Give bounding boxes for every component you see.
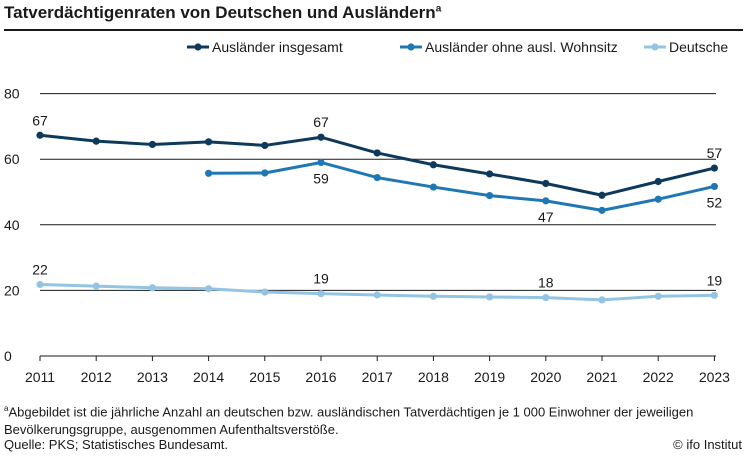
x-tick-label: 2023 [699, 369, 730, 385]
data-point [654, 195, 662, 203]
x-tick-label: 2020 [530, 369, 561, 385]
data-point [710, 182, 719, 191]
data-label: 67 [32, 112, 48, 128]
series-lines [36, 131, 719, 304]
data-point [654, 177, 662, 186]
data-point [598, 296, 606, 304]
data-label: 52 [707, 194, 723, 210]
data-point [205, 169, 213, 177]
legend-marker [651, 43, 659, 51]
data-point [486, 192, 494, 200]
title-footnote-marker: a [435, 3, 442, 15]
data-labels: 67 67 57 59 47 52 22 19 18 19 [32, 112, 722, 290]
footnote-marker: a [4, 404, 9, 413]
x-tick-label: 2017 [362, 369, 393, 385]
data-point [205, 138, 213, 146]
data-point [710, 164, 719, 172]
data-point [373, 173, 381, 182]
data-point [205, 285, 213, 293]
data-point [317, 133, 325, 141]
data-point [598, 206, 606, 214]
y-tick-label: 80 [4, 86, 20, 102]
data-point [373, 291, 381, 299]
data-point [542, 197, 550, 205]
data-point [317, 158, 325, 167]
x-axis-ticks: 2011 2012 2013 2014 2015 2016 2017 2018 2019 2020… [25, 369, 730, 385]
data-point [36, 280, 44, 289]
data-point [261, 288, 269, 296]
footnote: aAbgebildet ist die jährliche Anzahl an … [4, 400, 744, 439]
data-label: 59 [313, 170, 329, 186]
y-axis-ticks: 0 20 40 60 80 [4, 86, 20, 364]
y-tick-label: 60 [4, 151, 20, 167]
data-point [486, 170, 494, 178]
data-point [710, 291, 719, 299]
data-point [598, 191, 606, 199]
data-point [261, 141, 269, 150]
y-tick-label: 40 [4, 217, 20, 233]
x-tick-label: 2014 [193, 369, 224, 385]
x-tick-label: 2016 [305, 369, 336, 385]
data-label: 67 [313, 114, 329, 130]
x-tick-label: 2018 [418, 369, 449, 385]
credit-note: © ifo Institut [673, 437, 742, 452]
source-note: Quelle: PKS; Statistisches Bundesamt. [4, 437, 228, 452]
data-point [92, 137, 100, 145]
series-0 [36, 131, 719, 199]
legend-marker [407, 43, 415, 51]
data-label: 22 [32, 261, 48, 277]
data-point [261, 169, 269, 177]
title-rule [4, 29, 743, 31]
legend-label: Deutsche [669, 39, 728, 55]
data-point [92, 282, 100, 290]
x-tick-label: 2013 [137, 369, 168, 385]
y-tick-label: 0 [4, 348, 12, 364]
x-tick-label: 2022 [643, 369, 674, 385]
legend: Ausländer insgesamt Ausländer ohne ausl. … [187, 39, 728, 55]
data-point [429, 292, 437, 300]
series-2 [36, 280, 719, 304]
chart-title-text: Tatverdächtigenraten von Deutschen und A… [4, 3, 436, 22]
y-tick-label: 20 [4, 282, 20, 298]
data-point [429, 161, 437, 169]
legend-label: Ausländer ohne ausl. Wohnsitz [425, 39, 618, 55]
data-label: 19 [313, 271, 329, 287]
series-line [208, 160, 715, 212]
data-label: 57 [707, 145, 723, 161]
x-tick-label: 2019 [474, 369, 505, 385]
data-label: 18 [538, 275, 554, 291]
x-tick-label: 2021 [586, 369, 617, 385]
data-label: 47 [538, 209, 554, 225]
data-point [429, 183, 437, 191]
x-tick-label: 2012 [81, 369, 112, 385]
data-point [36, 131, 44, 139]
data-point [654, 292, 662, 300]
x-tick-label: 2015 [249, 369, 280, 385]
legend-label: Ausländer insgesamt [212, 39, 343, 55]
data-point [373, 149, 381, 157]
footnote-text: Abgebildet ist die jährliche Anzahl an d… [4, 404, 694, 438]
data-point [542, 294, 550, 302]
data-point [148, 284, 156, 292]
x-tick-label: 2011 [25, 369, 55, 385]
data-point [317, 290, 325, 298]
data-point [542, 179, 550, 188]
chart-title: Tatverdächtigenraten von Deutschen und A… [4, 3, 441, 23]
series-line [39, 133, 715, 197]
data-label: 19 [707, 272, 723, 288]
data-point [486, 293, 494, 301]
x-axis [39, 355, 716, 361]
legend-marker [194, 43, 202, 51]
data-point [148, 140, 156, 149]
series-1 [205, 158, 719, 214]
